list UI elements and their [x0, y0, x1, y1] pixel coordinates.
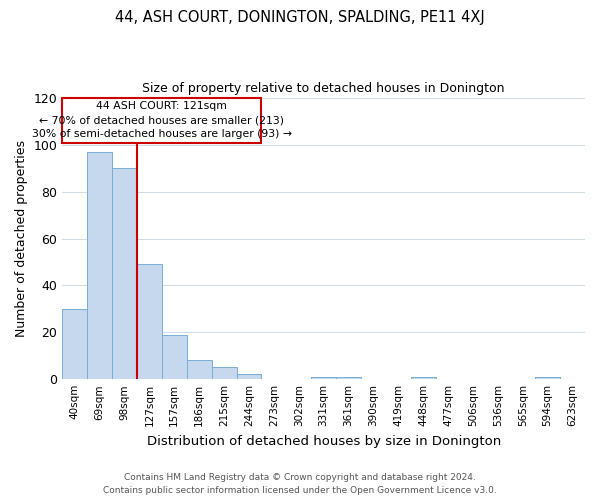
Bar	[187, 360, 212, 379]
Bar	[212, 368, 236, 379]
Bar	[535, 377, 560, 379]
Bar	[411, 377, 436, 379]
Text: 44, ASH COURT, DONINGTON, SPALDING, PE11 4XJ: 44, ASH COURT, DONINGTON, SPALDING, PE11…	[115, 10, 485, 25]
Text: 44 ASH COURT: 121sqm
← 70% of detached houses are smaller (213)
30% of semi-deta: 44 ASH COURT: 121sqm ← 70% of detached h…	[32, 102, 292, 140]
Bar	[87, 152, 112, 379]
Bar	[162, 334, 187, 379]
Bar	[137, 264, 162, 379]
X-axis label: Distribution of detached houses by size in Donington: Distribution of detached houses by size …	[146, 434, 501, 448]
Bar	[62, 309, 87, 379]
Bar	[112, 168, 137, 379]
Bar	[336, 377, 361, 379]
Bar	[311, 377, 336, 379]
Y-axis label: Number of detached properties: Number of detached properties	[15, 140, 28, 337]
Text: Contains HM Land Registry data © Crown copyright and database right 2024.
Contai: Contains HM Land Registry data © Crown c…	[103, 474, 497, 495]
Title: Size of property relative to detached houses in Donington: Size of property relative to detached ho…	[142, 82, 505, 96]
FancyBboxPatch shape	[62, 98, 262, 142]
Bar	[236, 374, 262, 379]
